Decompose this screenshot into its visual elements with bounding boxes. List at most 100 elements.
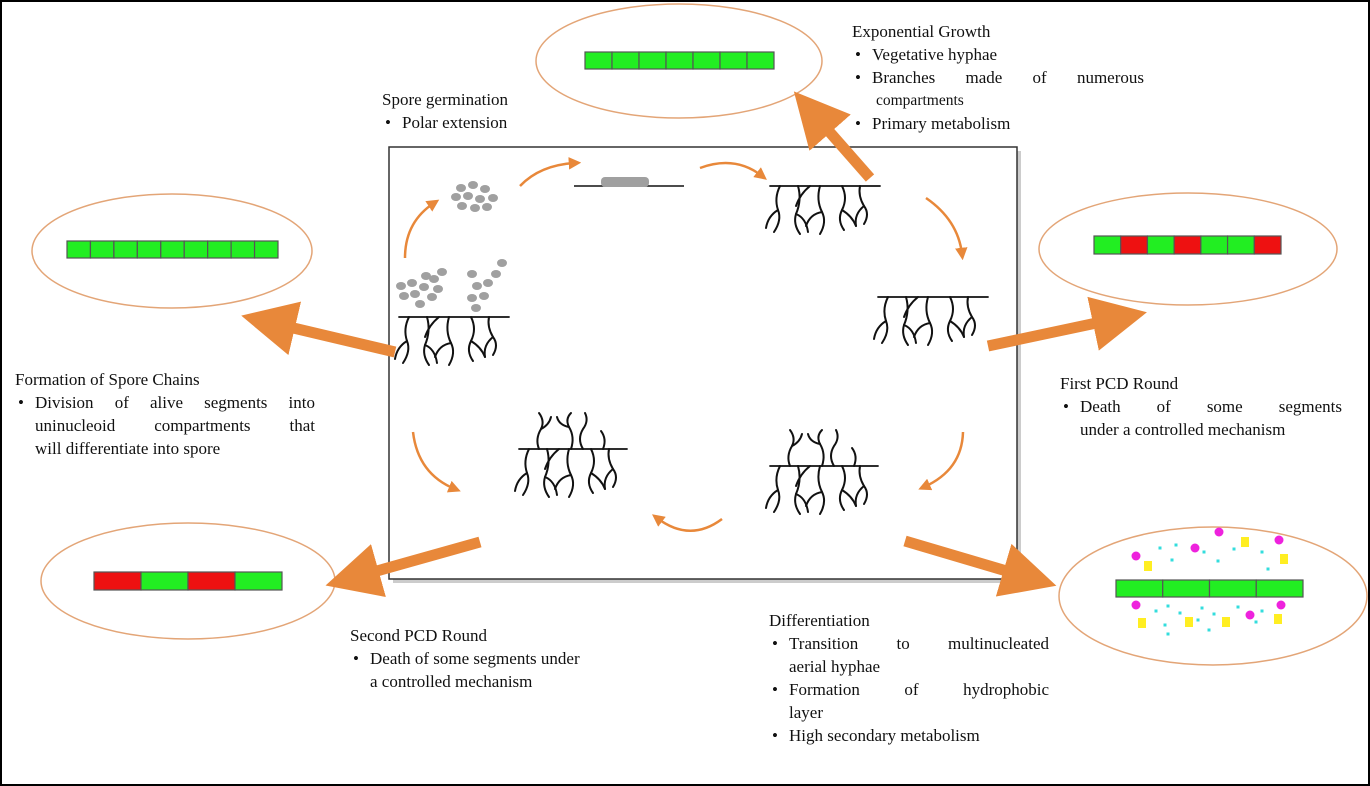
cycle-arrow-6: [411, 431, 461, 493]
metabolite-dot-cyan: [1212, 612, 1216, 616]
metabolite-dot-cyan: [1260, 609, 1264, 613]
stage-point: Transition to multinucleated: [769, 632, 1049, 655]
stage-point-continued: will differentiate into spore: [35, 439, 221, 458]
segment-alive: [1115, 579, 1164, 598]
metabolite-dot-magenta: [1276, 600, 1286, 610]
segment-alive: [136, 240, 162, 259]
stage-point-continued: aerial hyphae: [789, 657, 881, 676]
stage-point-continued: under a controlled mechanism: [1080, 420, 1286, 439]
segment-alive: [253, 240, 279, 259]
segment-alive: [1162, 579, 1211, 598]
stage-point: Vegetative hyphae: [852, 43, 1144, 66]
arrow-to-first-pcd: [986, 296, 1147, 352]
stage-point: Polar extension: [382, 111, 582, 134]
metabolite-dot-magenta: [1274, 535, 1284, 545]
metabolite-dot-yellow: [1274, 614, 1282, 624]
metabolite-dot-cyan: [1170, 558, 1174, 562]
segment-alive: [1255, 579, 1304, 598]
stage-point: Death of some segments: [1060, 395, 1342, 418]
segment-alive: [638, 51, 667, 70]
segment-alive: [66, 240, 92, 259]
stage-title: Formation of Spore Chains: [15, 370, 200, 389]
label-exponential-growth: Exponential Growth Vegetative hyphae Bra…: [852, 20, 1144, 135]
stage-point: Formation of hydrophobic: [769, 678, 1049, 701]
metabolite-dot-cyan: [1163, 623, 1167, 627]
segment-alive: [1200, 235, 1229, 255]
hyphae-spore-chains: [394, 316, 510, 366]
metabolite-dot-yellow: [1144, 561, 1152, 571]
segment-alive: [611, 51, 640, 70]
segment-alive: [746, 51, 775, 70]
segment-bar-exponential-growth: [584, 51, 775, 70]
metabolite-dot-cyan: [1174, 543, 1178, 547]
stage-point-continued: uninucleoid compartments that: [35, 416, 315, 435]
stage-title: Differentiation: [769, 611, 870, 630]
segment-alive: [160, 240, 185, 259]
metabolite-dot-cyan: [1216, 559, 1220, 563]
segment-alive: [234, 571, 283, 591]
segment-dead: [1253, 235, 1282, 255]
metabolite-dot-yellow: [1185, 617, 1193, 627]
segment-bar-spore-chains: [66, 240, 279, 259]
label-second-pcd: Second PCD Round Death of some segments …: [350, 624, 650, 693]
stage-point: High secondary metabolism: [769, 724, 1049, 747]
segment-alive: [1208, 579, 1257, 598]
ellipse-exponential-growth: [535, 3, 823, 119]
hyphae-differentiation: [765, 429, 879, 515]
segment-alive: [89, 240, 115, 259]
metabolite-dot-magenta: [1245, 610, 1255, 620]
stage-arrows: [241, 91, 1147, 598]
hyphae-first-pcd: [873, 296, 989, 346]
segment-alive: [719, 51, 748, 70]
cycle-arrows: [403, 157, 968, 532]
segment-alive: [140, 571, 189, 591]
cycle-arrow-3: [925, 196, 968, 261]
metabolite-dot-yellow: [1138, 618, 1146, 628]
label-differentiation: Differentiation Transition to multinucle…: [769, 609, 1049, 747]
metabolite-dot-yellow: [1280, 554, 1288, 564]
arrow-to-spore-chains: [241, 301, 397, 358]
arrow-to-differentiation: [903, 535, 1057, 597]
metabolite-dot-yellow: [1222, 617, 1230, 627]
metabolite-dot-cyan: [1236, 605, 1240, 609]
cycle-arrow-2: [699, 161, 767, 180]
label-spore-chains: Formation of Spore Chains Division of al…: [15, 368, 315, 460]
stage-point: Branches made of numerous: [852, 66, 1144, 89]
segment-alive: [183, 240, 209, 259]
stage-title: Exponential Growth: [852, 22, 991, 41]
stage-title: First PCD Round: [1060, 374, 1179, 393]
stage-title: Second PCD Round: [350, 626, 487, 645]
germinating-spore: [574, 177, 684, 187]
cycle-arrow-1: [519, 157, 582, 187]
segment-alive: [692, 51, 721, 70]
hyphae-drawings: [394, 185, 989, 515]
segment-dead: [187, 571, 236, 591]
cycle-arrow-7: [403, 199, 440, 259]
stage-point-continued: a controlled mechanism: [370, 672, 533, 691]
segment-dead: [93, 571, 142, 591]
label-first-pcd: First PCD Round Death of some segments u…: [1060, 372, 1342, 441]
stage-point-continued: layer: [789, 703, 823, 722]
hyphae-vegetative: [765, 185, 881, 235]
segment-alive: [584, 51, 613, 70]
segment-alive: [113, 240, 138, 259]
metabolite-dot-cyan: [1260, 550, 1264, 554]
segment-alive: [665, 51, 694, 70]
ellipse-differentiation: [1058, 526, 1368, 666]
stage-point: Division of alive segments into: [15, 391, 315, 414]
metabolite-dot-cyan: [1166, 604, 1170, 608]
metabolite-dot-cyan: [1196, 618, 1200, 622]
metabolite-dot-cyan: [1154, 609, 1158, 613]
segment-dead: [1120, 235, 1149, 255]
stage-point: Primary metabolism: [852, 112, 1144, 135]
hyphae-second-pcd: [514, 412, 628, 498]
arrow-to-second-pcd: [325, 536, 482, 598]
segment-alive: [207, 240, 232, 259]
metabolite-dot-cyan: [1202, 550, 1206, 554]
metabolite-dot-magenta: [1131, 600, 1141, 610]
segment-dead: [1173, 235, 1202, 255]
metabolite-dot-cyan: [1158, 546, 1162, 550]
segment-bar-second-pcd: [93, 571, 283, 591]
cycle-arrow-5: [652, 514, 723, 532]
